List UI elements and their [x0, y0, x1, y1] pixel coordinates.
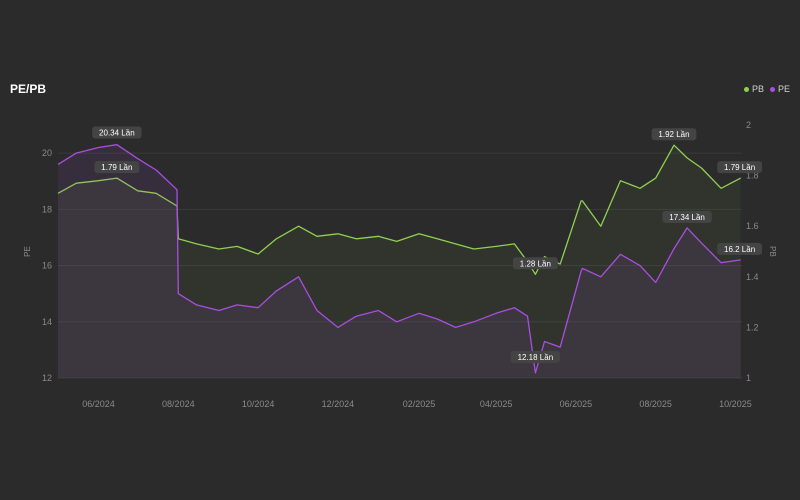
- x-tick-label: 06/2024: [82, 399, 115, 409]
- data-label: 20.34 Lần: [99, 129, 135, 138]
- chart-title: PE/PB: [10, 82, 47, 96]
- y-right-tick-label: 2: [746, 120, 751, 130]
- data-label: 1.79 Lần: [724, 163, 755, 172]
- data-label-box: [651, 128, 697, 141]
- data-label-box: [512, 257, 558, 270]
- data-label: 1.92 Lần: [658, 130, 689, 139]
- y-right-tick-label: 1.4: [746, 272, 759, 282]
- y-left-tick-label: 18: [42, 204, 52, 214]
- x-tick-label: 08/2024: [162, 399, 195, 409]
- pb-dot-icon: [743, 86, 749, 92]
- pe-dot-icon: [769, 86, 775, 92]
- x-tick-label: 10/2024: [242, 399, 275, 409]
- data-label: 16.2 Lần: [724, 245, 755, 254]
- data-label-box: [92, 126, 142, 139]
- y-right-tick-label: 1.2: [746, 322, 759, 332]
- y-right-axis-label: PB: [768, 246, 777, 257]
- series-line-pe: [57, 144, 741, 374]
- data-label: 1.79 Lần: [101, 163, 132, 172]
- x-tick-label: 12/2024: [322, 399, 355, 409]
- x-tick-label: 08/2025: [639, 399, 672, 409]
- legend-label-pb: PB: [751, 84, 764, 94]
- series-area-pb: [58, 145, 741, 378]
- data-label: 17.34 Lần: [669, 213, 705, 222]
- x-tick-label: 04/2025: [480, 399, 513, 409]
- y-right-tick-label: 1: [746, 373, 751, 383]
- data-label: 12.18 Lần: [518, 353, 554, 362]
- legend-item-pb[interactable]: PB: [743, 84, 764, 94]
- data-label: 1.28 Lần: [520, 259, 551, 268]
- y-left-tick-label: 20: [42, 148, 52, 158]
- x-tick-label: 02/2025: [403, 399, 436, 409]
- y-left-tick-label: 16: [42, 261, 52, 271]
- legend-label-pe: PE: [777, 84, 790, 94]
- data-label-box: [717, 242, 762, 255]
- data-label-box: [94, 161, 140, 174]
- y-right-tick-label: 1.8: [746, 171, 759, 181]
- x-tick-label: 06/2025: [560, 399, 593, 409]
- data-label-box: [662, 210, 712, 223]
- chart-legend: PB PE: [743, 84, 790, 94]
- y-right-tick-label: 1.6: [746, 221, 759, 231]
- y-left-tick-label: 14: [42, 317, 52, 327]
- data-label-box: [717, 161, 762, 174]
- y-left-axis-label: PE: [23, 246, 32, 257]
- x-tick-label: 10/2025: [719, 399, 752, 409]
- data-label-box: [510, 350, 561, 363]
- y-left-tick-label: 12: [42, 373, 52, 383]
- series-area-pe: [58, 144, 741, 378]
- legend-item-pe[interactable]: PE: [769, 84, 790, 94]
